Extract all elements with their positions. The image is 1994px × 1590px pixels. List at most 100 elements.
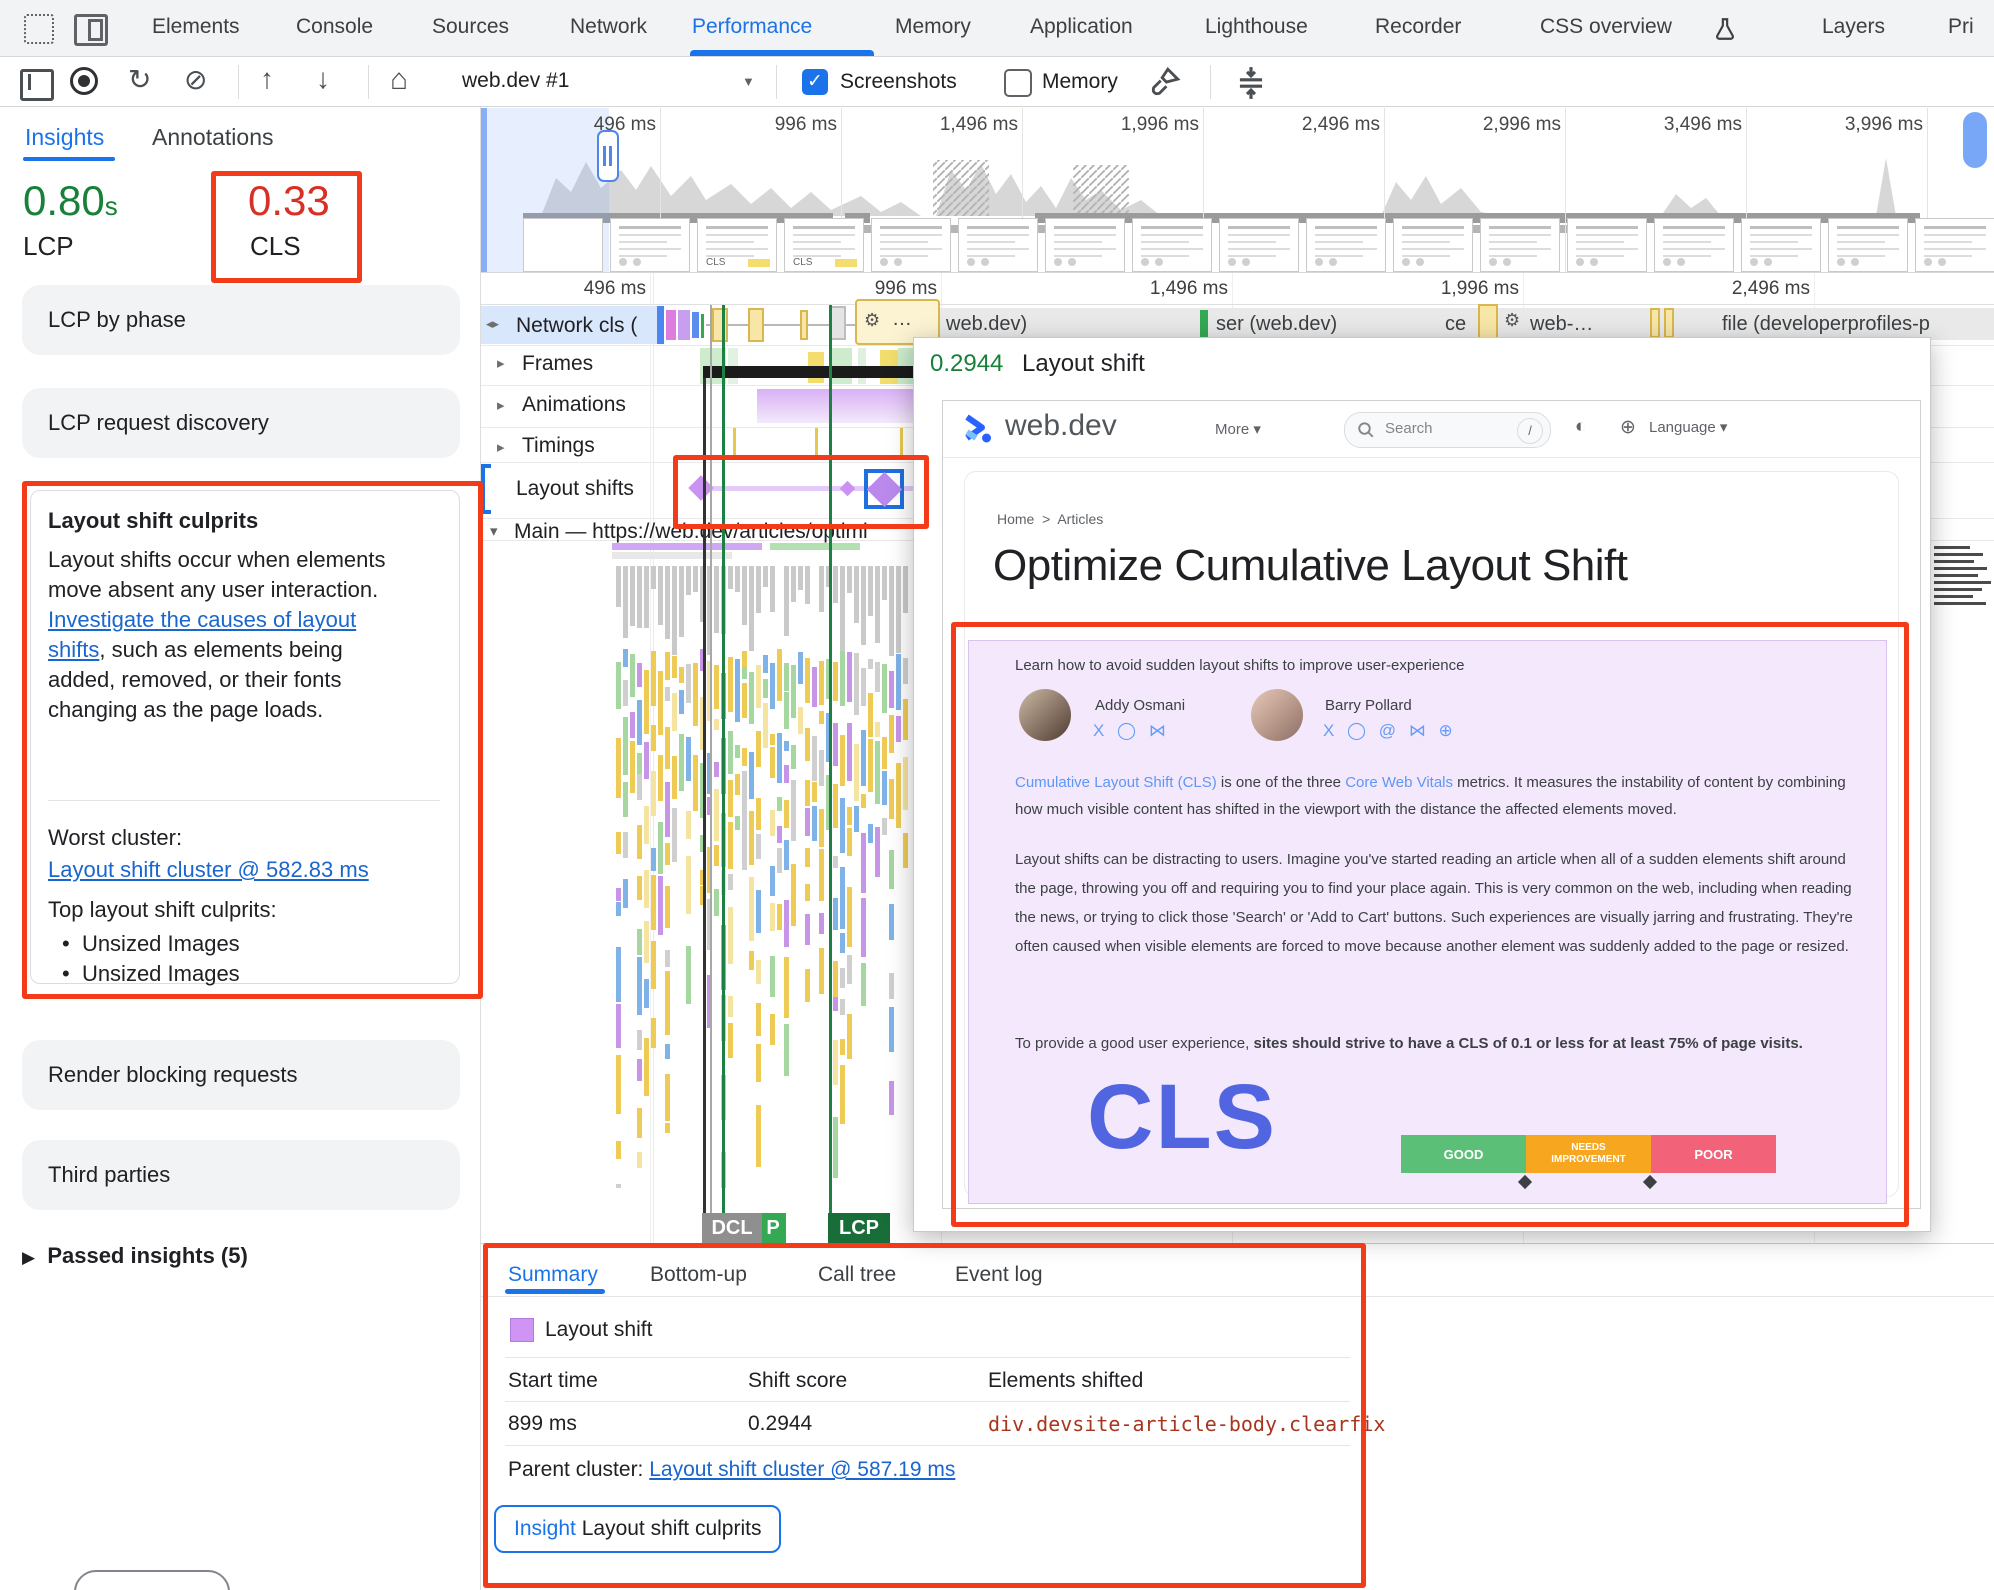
track-label-main[interactable]: Main — https://web.dev/articles/optimi (514, 520, 868, 543)
filmstrip-frame[interactable] (1480, 218, 1560, 272)
track-label-timings[interactable]: Timings (522, 434, 595, 457)
dcl-badge[interactable]: DCL (702, 1213, 762, 1243)
passed-insights-toggle[interactable]: ▶ Passed insights (5) (22, 1243, 248, 1269)
breadcrumb-home[interactable]: Home (997, 511, 1035, 527)
tab-console[interactable]: Console (296, 15, 374, 38)
screenshot-filmstrip[interactable]: CLS CLS (481, 218, 1994, 274)
sidebar-tab-annotations[interactable]: Annotations (152, 124, 274, 150)
author-name[interactable]: Barry Pollard (1325, 697, 1412, 714)
expand-triangle-icon[interactable]: ▸ (497, 355, 505, 372)
inspect-icon[interactable] (24, 14, 54, 44)
tab-memory[interactable]: Memory (895, 15, 971, 38)
reload-icon[interactable]: ↻ (128, 64, 152, 95)
filmstrip-frame[interactable] (1828, 218, 1908, 272)
network-request-bar[interactable] (748, 308, 764, 342)
filmstrip-frame[interactable] (1219, 218, 1299, 272)
filmstrip-frame[interactable] (1132, 218, 1212, 272)
filmstrip-frame[interactable] (1915, 218, 1994, 272)
sidebar-tab-insights[interactable]: Insights (25, 124, 105, 150)
network-request-bar-gray[interactable] (830, 306, 846, 340)
network-request-bar[interactable] (712, 308, 728, 342)
webdev-brand[interactable]: web.dev (1005, 409, 1117, 442)
tab-recorder[interactable]: Recorder (1375, 15, 1462, 38)
tab-performance[interactable]: Performance (692, 15, 813, 38)
tab-lighthouse[interactable]: Lighthouse (1205, 15, 1308, 38)
tab-application[interactable]: Application (1030, 15, 1133, 38)
layout-shift-culprits-card[interactable] (30, 490, 460, 984)
filmstrip-frame[interactable] (1393, 218, 1473, 272)
tab-layers[interactable]: Layers (1822, 15, 1886, 38)
profile-select[interactable]: web.dev #1 (462, 69, 570, 92)
track-label-animations[interactable]: Animations (522, 393, 626, 416)
details-tab-event-log[interactable]: Event log (955, 1263, 1043, 1286)
filmstrip-frame[interactable] (1654, 218, 1734, 272)
tab-elements[interactable]: Elements (152, 15, 240, 38)
track-label-layout-shifts[interactable]: Layout shifts (516, 477, 634, 500)
track-label-network[interactable]: Network cls ( (516, 314, 638, 337)
breadcrumb-articles[interactable]: Articles (1057, 511, 1104, 527)
clear-icon[interactable]: ⊘ (184, 64, 208, 95)
track-resize-icon[interactable]: ◂▸ (486, 316, 500, 331)
lcp-badge[interactable]: LCP (828, 1213, 890, 1243)
tab-css-overview[interactable]: CSS overview (1540, 15, 1672, 38)
clipped-pill-button[interactable] (74, 1570, 230, 1590)
details-tab-summary[interactable]: Summary (508, 1263, 598, 1286)
insight-card-third-parties[interactable]: Third parties (22, 1140, 460, 1210)
worst-cluster-link[interactable]: Layout shift cluster @ 582.83 ms (48, 857, 369, 882)
device-toolbar-icon[interactable] (74, 14, 108, 46)
record-button[interactable] (70, 67, 98, 95)
gc-brush-icon[interactable] (1148, 65, 1182, 99)
fp-badge[interactable]: P (760, 1213, 786, 1243)
investigate-link[interactable]: Investigate the causes of layout shifts (48, 607, 357, 662)
cell-element-link[interactable]: div.devsite-article-body.clearfix (988, 1412, 1386, 1436)
track-label-frames[interactable]: Frames (522, 352, 594, 375)
overview-scrollbar-thumb[interactable] (1963, 112, 1987, 168)
parent-cluster-link[interactable]: Layout shift cluster @ 587.19 ms (649, 1458, 956, 1481)
panel-toggle-icon[interactable] (20, 69, 54, 101)
cwv-link[interactable]: Core Web Vitals (1345, 774, 1454, 791)
filmstrip-frame[interactable] (523, 218, 603, 272)
language-menu[interactable]: Language ▾ (1649, 418, 1727, 436)
author-name[interactable]: Addy Osmani (1095, 697, 1186, 714)
download-profile-icon[interactable]: ↓ (316, 63, 330, 94)
memory-label[interactable]: Memory (1042, 70, 1118, 93)
filmstrip-frame[interactable] (610, 218, 690, 272)
animation-bar[interactable] (757, 389, 914, 423)
profile-caret-icon[interactable]: ▼ (742, 74, 755, 89)
collapse-sections-icon[interactable] (1232, 63, 1270, 103)
filmstrip-frame[interactable] (958, 218, 1038, 272)
network-request-bar[interactable] (1664, 308, 1674, 338)
expand-triangle-icon[interactable]: ▸ (497, 397, 505, 414)
upload-profile-icon[interactable]: ↑ (260, 63, 274, 94)
screenshots-label[interactable]: Screenshots (840, 70, 957, 93)
breadcrumb[interactable]: Home > Articles (997, 511, 1103, 527)
insight-card-lcp-request-discovery[interactable]: LCP request discovery (22, 388, 460, 458)
author-social-icons[interactable]: X ◯ @ ⋈ ⊕ (1323, 721, 1457, 740)
tab-network[interactable]: Network (570, 15, 648, 38)
filmstrip-frame[interactable]: CLS (784, 218, 864, 272)
cls-link[interactable]: Cumulative Layout Shift (CLS) (1015, 774, 1217, 791)
more-menu[interactable]: More ▾ (1215, 420, 1261, 438)
filmstrip-frame[interactable] (1306, 218, 1386, 272)
tab-sources[interactable]: Sources (432, 15, 510, 38)
network-request-bar[interactable] (800, 310, 808, 340)
insight-card-render-blocking[interactable]: Render blocking requests (22, 1040, 460, 1110)
details-tab-call-tree[interactable]: Call tree (818, 1263, 897, 1286)
home-icon[interactable]: ⌂ (390, 63, 409, 96)
author-social-icons[interactable]: X ◯ ⋈ (1093, 721, 1170, 740)
filmstrip-frame[interactable] (871, 218, 951, 272)
details-tab-bottom-up[interactable]: Bottom-up (650, 1263, 747, 1286)
filmstrip-frame[interactable] (1045, 218, 1125, 272)
expand-triangle-icon[interactable]: ▸ (497, 439, 505, 456)
filmstrip-frame[interactable]: CLS (697, 218, 777, 272)
theme-toggle-icon[interactable]: ◐ (1575, 416, 1587, 437)
search-input[interactable]: Search / (1344, 412, 1551, 448)
tab-pri[interactable]: Pri (1948, 15, 1974, 38)
memory-checkbox[interactable] (1004, 69, 1032, 97)
screenshots-checkbox[interactable]: ✓ (802, 69, 828, 95)
filmstrip-frame[interactable] (1741, 218, 1821, 272)
filmstrip-frame[interactable] (1567, 218, 1647, 272)
overview-selection-handle[interactable] (597, 130, 619, 182)
insight-chip-button[interactable]: Insight Layout shift culprits (494, 1505, 782, 1553)
network-request-bar[interactable] (1650, 308, 1660, 338)
